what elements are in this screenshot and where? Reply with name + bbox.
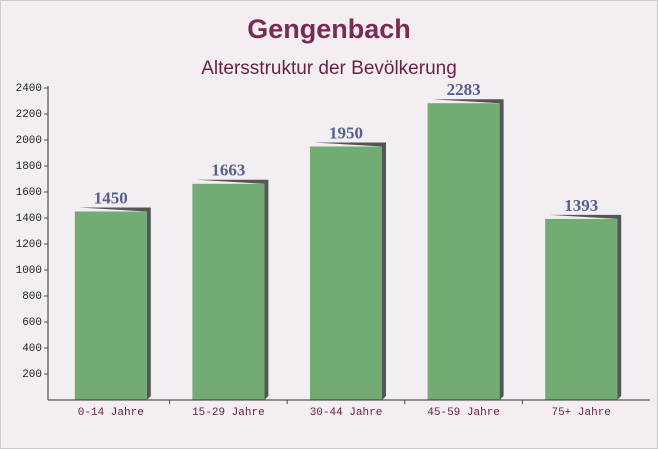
y-tick-label: 2400	[16, 83, 42, 95]
value-label: 1663	[211, 161, 245, 180]
y-tick-label: 2200	[16, 109, 42, 121]
y-tick-label: 200	[22, 369, 42, 381]
x-tick-label: 75+ Jahre	[551, 407, 610, 419]
y-tick-label: 1000	[16, 265, 42, 277]
x-tick-label: 0-14 Jahre	[78, 407, 144, 419]
y-tick-label: 800	[22, 291, 42, 303]
bar	[310, 146, 382, 400]
y-tick-label: 600	[22, 317, 42, 329]
y-tick-label: 1800	[16, 161, 42, 173]
value-label: 2283	[447, 80, 481, 99]
bar	[545, 218, 618, 400]
x-tick-label: 15-29 Jahre	[192, 407, 265, 419]
value-label: 1450	[94, 188, 128, 207]
y-tick-label: 1400	[16, 213, 42, 225]
chart-title: Gengenbach	[247, 14, 411, 44]
y-tick-label: 1600	[16, 187, 42, 199]
y-tick-label: 400	[22, 343, 42, 355]
x-tick-label: 45-59 Jahre	[427, 407, 500, 419]
y-tick-label: 1200	[16, 239, 42, 251]
chart-subtitle: Altersstruktur der Bevölkerung	[201, 58, 457, 79]
bar	[427, 103, 500, 401]
y-tick-label: 2000	[16, 135, 42, 147]
value-label: 1393	[564, 196, 598, 215]
x-tick-label: 30-44 Jahre	[310, 407, 383, 419]
value-label: 1950	[329, 123, 363, 142]
bar	[74, 211, 147, 400]
bar	[192, 183, 265, 400]
